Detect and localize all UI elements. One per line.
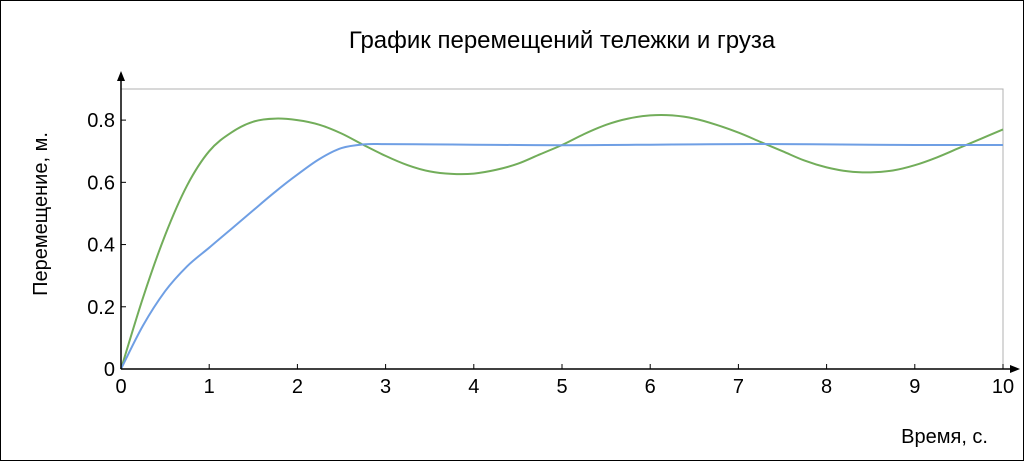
chart-title: График перемещений тележки и груза xyxy=(349,27,776,54)
x-tick-label: 10 xyxy=(992,376,1014,398)
x-tick-label: 9 xyxy=(909,376,920,398)
x-tick-label: 5 xyxy=(556,376,567,398)
series-layer xyxy=(120,114,1004,370)
x-tick-label: 2 xyxy=(292,376,303,398)
series-line-load xyxy=(120,114,1004,370)
series-line-cart xyxy=(120,142,1003,370)
y-axis-ticks: 0 0.2 0.4 0.6 0.8 xyxy=(87,110,126,381)
y-tick-label: 0.8 xyxy=(87,110,115,132)
x-axis-arrow-icon xyxy=(1010,365,1020,373)
x-tick-label: 3 xyxy=(380,376,391,398)
x-tick-label: 8 xyxy=(821,376,832,398)
x-tick-label: 0 xyxy=(115,376,126,398)
x-axis-title: Время, с. xyxy=(901,426,988,448)
y-tick-label: 0.4 xyxy=(87,235,115,257)
y-axis-title: Перемещение, м. xyxy=(30,132,52,296)
x-axis-ticks: 0 1 2 3 4 5 6 7 8 9 10 xyxy=(115,364,1014,398)
y-axis-arrow-icon xyxy=(117,71,125,81)
plot-area xyxy=(120,88,1004,370)
x-tick-label: 4 xyxy=(468,376,479,398)
y-tick-label: 0.6 xyxy=(87,172,115,194)
x-tick-label: 7 xyxy=(733,376,744,398)
x-tick-label: 1 xyxy=(204,376,215,398)
x-tick-label: 6 xyxy=(645,376,656,398)
y-tick-label: 0 xyxy=(104,359,115,381)
y-tick-label: 0.2 xyxy=(87,297,115,319)
